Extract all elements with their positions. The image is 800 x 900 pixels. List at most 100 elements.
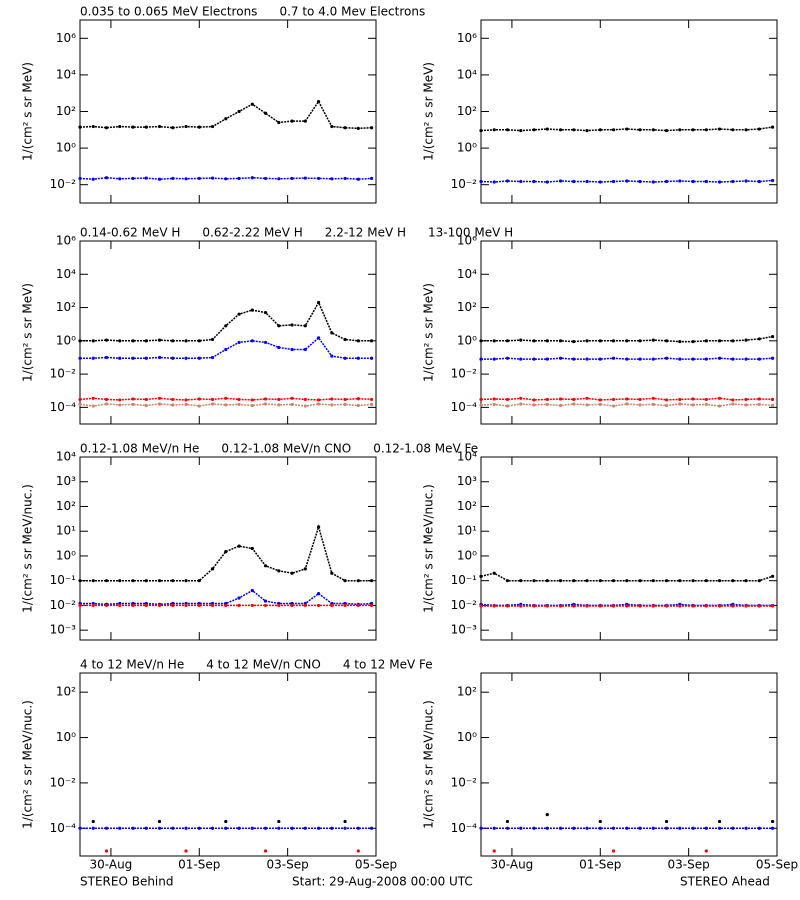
data-point — [585, 403, 589, 407]
data-point — [598, 339, 602, 343]
data-point — [611, 339, 616, 343]
data-point — [144, 176, 148, 180]
data-point — [572, 826, 576, 830]
y-axis-label: 1/(cm² s sr MeV/nuc.) — [21, 484, 35, 613]
y-tick-label: 10¹ — [457, 524, 477, 538]
data-point — [691, 826, 695, 830]
y-tick-label: 10⁻³ — [451, 623, 478, 637]
legend-entry: 0.12-1.08 MeV/n CNO — [221, 442, 351, 456]
data-point — [224, 549, 228, 554]
data-point — [717, 356, 722, 360]
data-point — [545, 397, 549, 402]
data-point — [250, 826, 254, 830]
data-point — [770, 403, 775, 408]
data-point — [277, 826, 281, 830]
data-point — [157, 819, 162, 824]
data-point — [78, 339, 82, 343]
y-tick-label: 10² — [457, 300, 477, 314]
data-point — [330, 403, 334, 407]
data-point — [250, 403, 254, 408]
data-point — [131, 176, 135, 181]
data-point — [104, 402, 109, 406]
legend-entry: 0.14-0.62 MeV H — [80, 226, 180, 240]
y-tick-label: 10⁶ — [457, 234, 477, 248]
data-point — [625, 397, 629, 401]
data-point — [303, 397, 307, 402]
panel-frame — [79, 456, 377, 641]
data-point — [691, 397, 695, 401]
data-point — [210, 567, 215, 571]
data-point — [532, 579, 536, 583]
data-point — [144, 826, 148, 830]
y-tick-label: 10² — [56, 104, 76, 118]
legend-entry: 0.7 to 4.0 Mev Electrons — [279, 5, 425, 19]
data-point — [664, 819, 669, 824]
y-tick-label: 10⁰ — [457, 548, 477, 562]
data-point — [210, 826, 215, 830]
data-point — [303, 324, 307, 328]
y-tick-label: 10² — [457, 685, 477, 699]
data-point — [638, 579, 642, 583]
data-point — [532, 403, 536, 407]
data-point — [505, 819, 510, 824]
data-point — [678, 128, 682, 132]
data-point — [757, 579, 761, 583]
data-point — [664, 398, 669, 402]
data-point — [545, 180, 549, 184]
data-point — [104, 826, 109, 830]
data-point — [210, 355, 215, 360]
data-point — [250, 102, 254, 106]
data-point — [263, 340, 268, 345]
data-point — [691, 403, 695, 407]
data-point — [369, 402, 374, 407]
data-point — [638, 339, 642, 343]
data-point — [770, 334, 775, 339]
data-point — [356, 579, 360, 583]
data-point — [625, 826, 629, 830]
x-tick-label: 30-Aug — [491, 858, 534, 872]
data-point — [611, 849, 616, 853]
y-tick-label: 10⁰ — [56, 548, 76, 562]
data-point — [91, 579, 95, 583]
legend-entry: 0.62-2.22 MeV H — [202, 226, 302, 240]
data-point — [585, 339, 589, 343]
data-point — [598, 180, 602, 184]
data-point — [704, 179, 708, 184]
data-point — [598, 604, 602, 608]
y-tick-label: 10² — [457, 104, 477, 118]
data-point — [157, 124, 162, 129]
data-point — [250, 398, 254, 402]
data-point — [678, 402, 682, 406]
data-point — [263, 397, 268, 401]
data-point — [519, 579, 523, 583]
data-point — [303, 603, 307, 608]
data-point — [157, 355, 162, 360]
data-point — [770, 826, 775, 830]
series-trace — [79, 397, 372, 401]
data-point — [369, 579, 374, 583]
data-point — [316, 826, 321, 830]
data-point — [250, 603, 254, 608]
y-tick-label: 10⁻⁴ — [50, 821, 77, 835]
y-tick-label: 10⁰ — [56, 333, 76, 347]
y-tick-label: 10⁰ — [457, 333, 477, 347]
data-point — [104, 338, 109, 342]
y-tick-label: 10⁶ — [457, 31, 477, 45]
y-tick-label: 10⁻² — [50, 367, 77, 381]
data-point — [757, 397, 761, 401]
data-point — [303, 404, 307, 408]
data-point — [664, 129, 669, 133]
data-point — [78, 826, 82, 830]
data-point — [237, 340, 241, 345]
data-point — [171, 603, 175, 608]
data-point — [532, 179, 536, 184]
data-point — [131, 579, 135, 583]
y-tick-label: 10⁶ — [56, 31, 76, 45]
data-point — [237, 109, 241, 114]
data-point — [691, 179, 695, 184]
data-point — [532, 604, 536, 608]
data-point — [691, 339, 695, 344]
footer-left: STEREO Behind — [80, 875, 174, 889]
data-point — [171, 356, 175, 360]
